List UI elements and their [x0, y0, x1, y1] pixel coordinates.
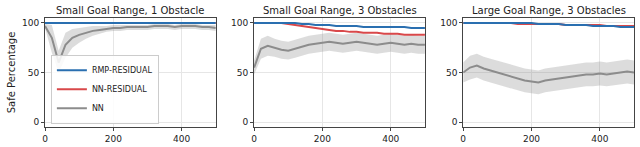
- svg-text:200: 200: [523, 134, 540, 144]
- svg-text:400: 400: [591, 134, 608, 144]
- svg-text:200: 200: [314, 134, 331, 144]
- svg-text:RMP-RESIDUAL: RMP-RESIDUAL: [92, 66, 153, 75]
- svg-text:100: 100: [231, 18, 248, 28]
- svg-text:400: 400: [173, 134, 190, 144]
- svg-text:Small Goal Range, 3 Obstacles: Small Goal Range, 3 Obstacles: [263, 5, 417, 16]
- svg-text:100: 100: [440, 18, 457, 28]
- svg-text:0: 0: [251, 134, 257, 144]
- svg-text:0: 0: [42, 134, 48, 144]
- svg-text:0: 0: [460, 134, 466, 144]
- svg-text:Small Goal Range, 1 Obstacle: Small Goal Range, 1 Obstacle: [56, 5, 204, 16]
- svg-text:200: 200: [105, 134, 122, 144]
- svg-text:0: 0: [452, 117, 458, 127]
- svg-text:Safe Percentage: Safe Percentage: [6, 32, 17, 114]
- svg-text:NN-RESIDUAL: NN-RESIDUAL: [92, 85, 147, 94]
- svg-text:0: 0: [243, 117, 249, 127]
- svg-text:NN: NN: [92, 104, 104, 113]
- svg-text:100: 100: [22, 18, 39, 28]
- svg-text:0: 0: [33, 117, 39, 127]
- svg-text:50: 50: [28, 68, 40, 78]
- svg-text:50: 50: [446, 68, 458, 78]
- svg-text:400: 400: [382, 134, 399, 144]
- svg-text:50: 50: [237, 68, 249, 78]
- svg-text:Large Goal Range, 3 Obstacles: Large Goal Range, 3 Obstacles: [472, 5, 626, 16]
